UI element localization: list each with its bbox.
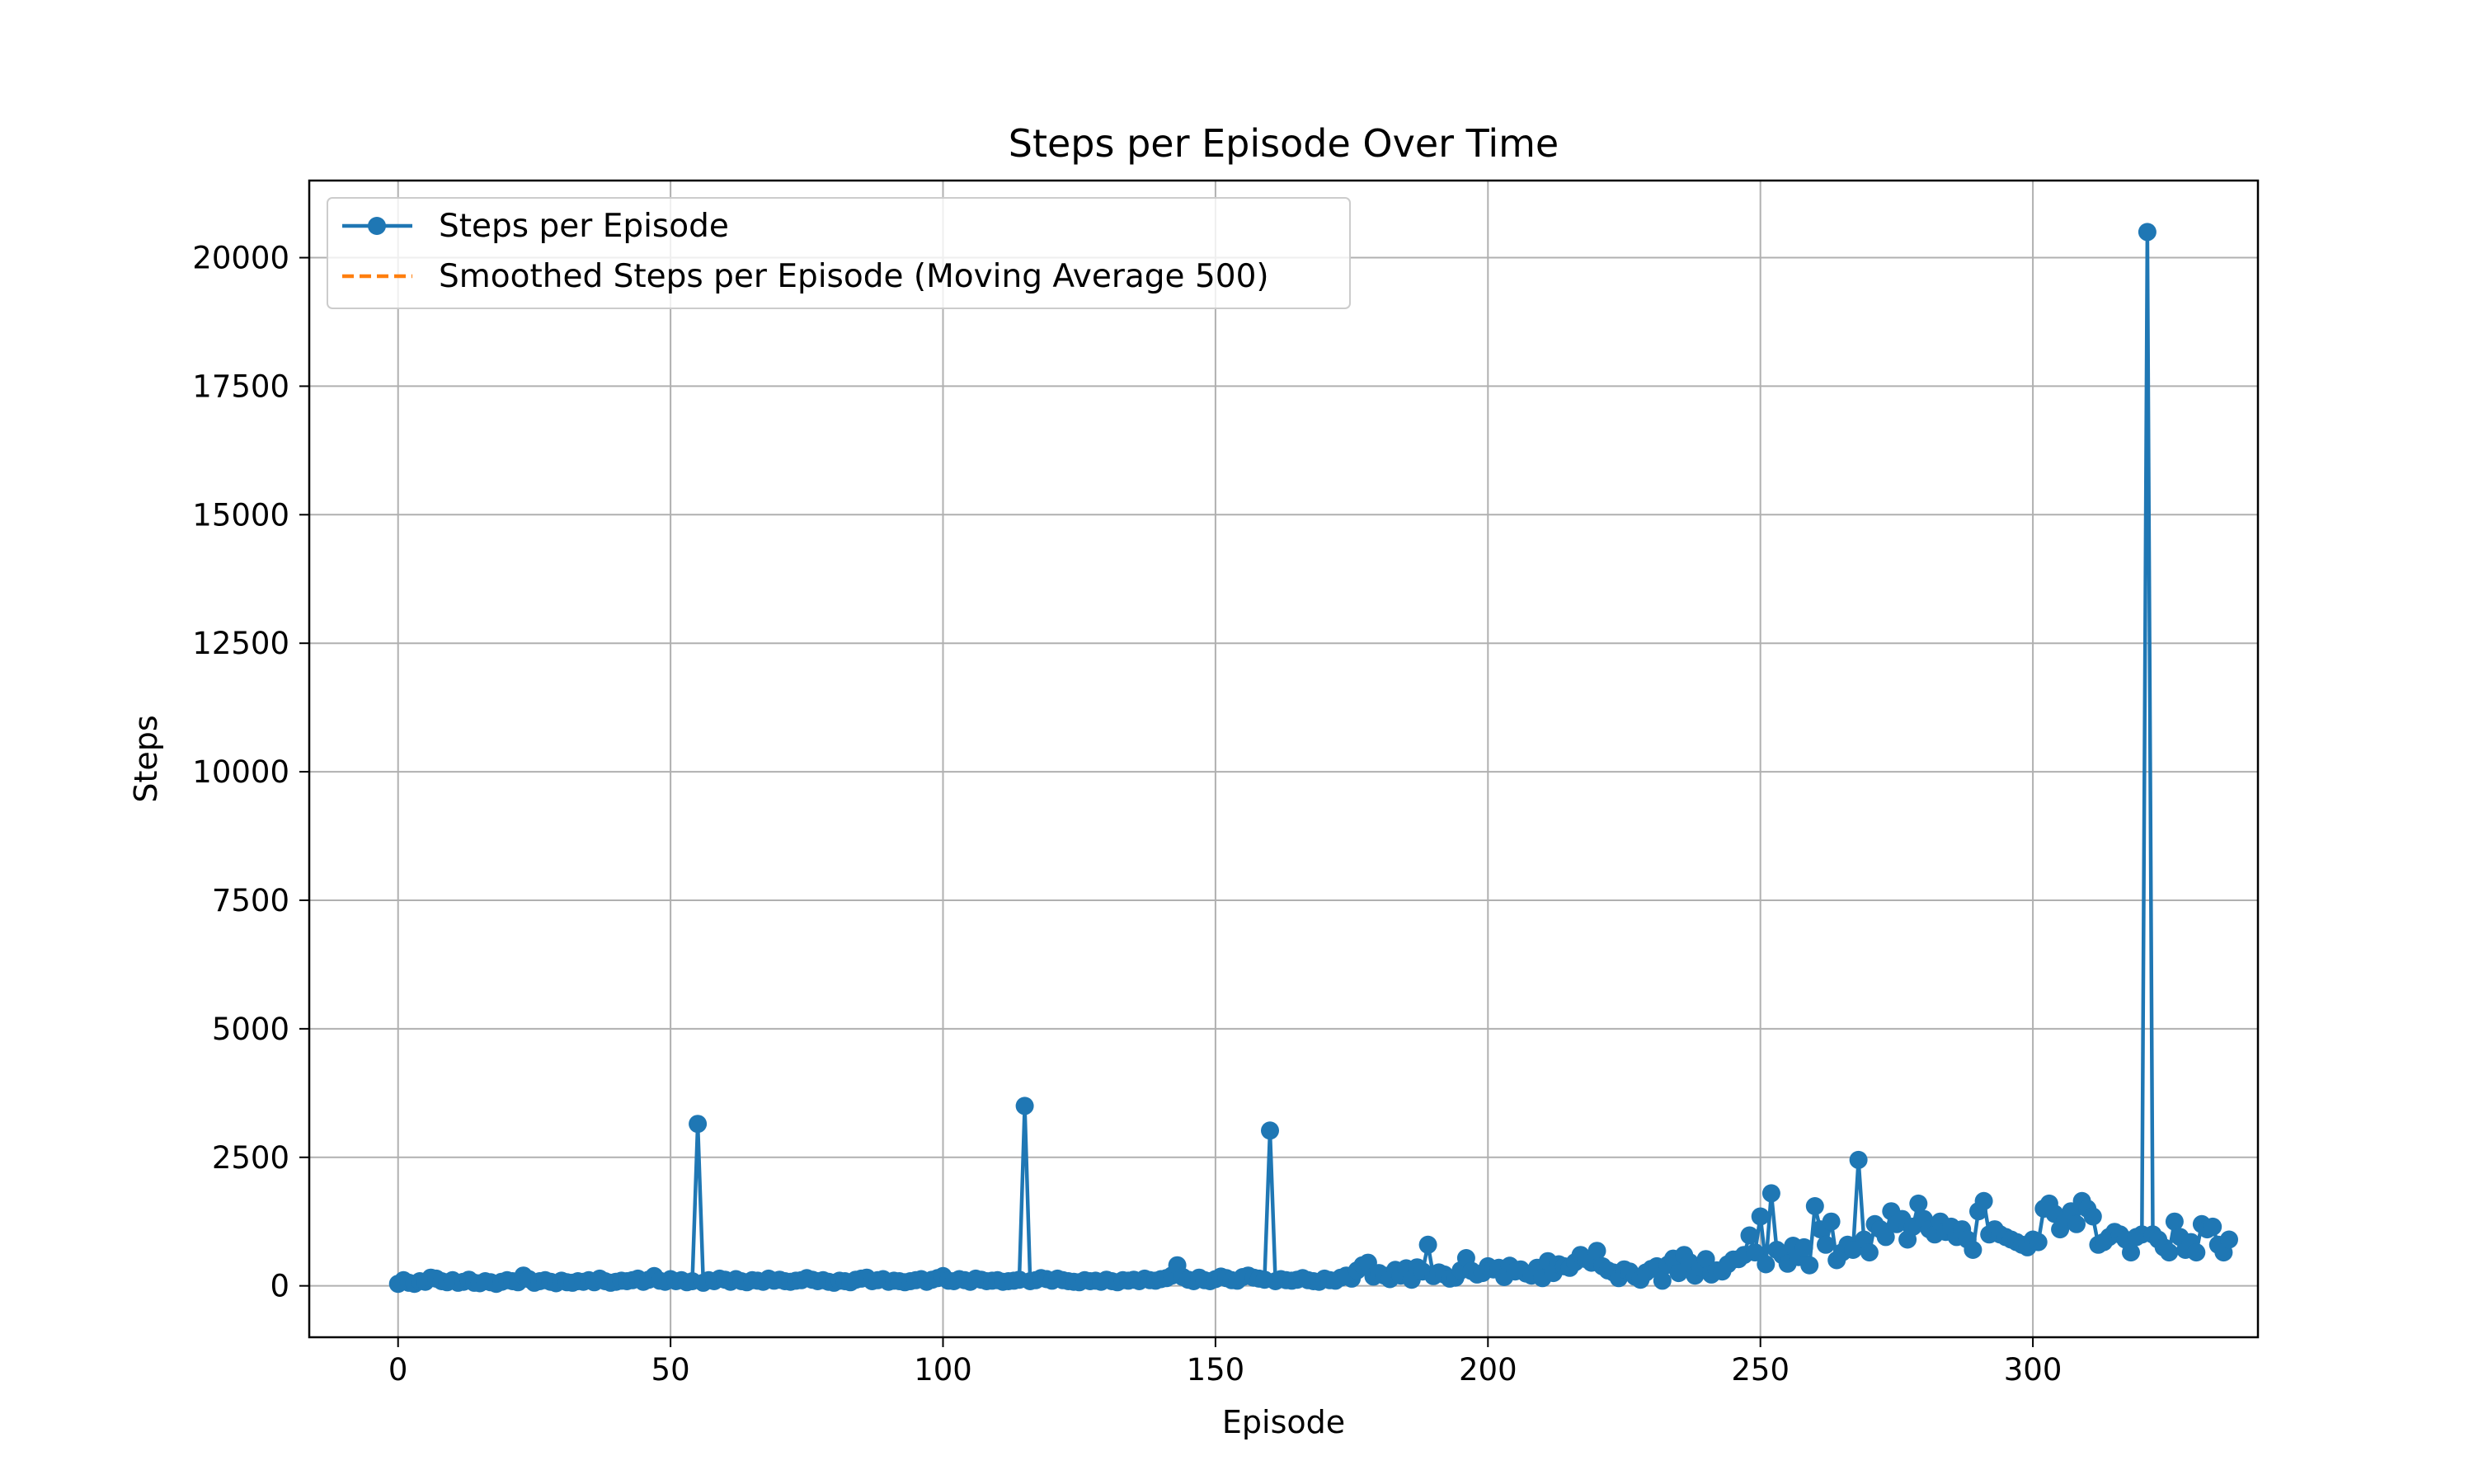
y-tick-label: 5000	[212, 1012, 289, 1047]
data-point	[2165, 1212, 2184, 1231]
data-point	[1909, 1194, 1928, 1213]
data-point	[1418, 1235, 1437, 1254]
data-point	[2067, 1214, 2086, 1233]
data-point	[2083, 1207, 2102, 1226]
data-point	[2138, 223, 2157, 242]
data-point	[1805, 1197, 1824, 1215]
legend-box	[327, 197, 1351, 309]
x-tick-label: 0	[388, 1352, 408, 1388]
data-point	[1860, 1243, 1879, 1262]
legend-marker-steps	[368, 217, 386, 235]
x-tick-label: 200	[1459, 1352, 1517, 1388]
x-axis-label: Episode	[1222, 1404, 1345, 1440]
data-point	[1964, 1241, 1982, 1259]
legend-label-steps: Steps per Episode	[439, 208, 729, 245]
data-point	[2187, 1243, 2206, 1262]
data-point	[1757, 1255, 1776, 1274]
data-point	[1751, 1207, 1770, 1226]
data-point	[2160, 1243, 2179, 1262]
data-point	[1761, 1184, 1780, 1203]
plot-area-frame	[308, 179, 2260, 1339]
x-tick-label: 100	[914, 1352, 972, 1388]
data-point	[1653, 1271, 1672, 1290]
y-tick-label: 15000	[192, 497, 289, 533]
data-point	[1746, 1243, 1765, 1262]
y-tick-label: 0	[270, 1269, 289, 1304]
series-layer	[388, 223, 2238, 1294]
y-tick-label: 12500	[192, 626, 289, 661]
data-point	[689, 1115, 708, 1134]
y-tick-label: 17500	[192, 369, 289, 404]
data-point	[2029, 1233, 2048, 1252]
data-point	[2204, 1217, 2222, 1236]
y-tick-label: 7500	[212, 883, 289, 918]
x-tick-label: 250	[1731, 1352, 1790, 1388]
data-point	[2122, 1243, 2140, 1262]
y-axis-label: Steps	[128, 715, 164, 802]
data-point	[1794, 1237, 1813, 1256]
data-point	[1740, 1226, 1759, 1245]
data-point	[1587, 1242, 1606, 1261]
data-point	[1974, 1191, 1993, 1210]
data-point	[1817, 1235, 1835, 1254]
data-point	[1696, 1250, 1715, 1269]
x-tick-label: 300	[2004, 1352, 2062, 1388]
legend-label-smoothed: Smoothed Steps per Episode (Moving Avera…	[439, 258, 1269, 295]
x-tick-label: 50	[651, 1352, 690, 1388]
y-axis: 0 2500 5000 7500 10000 12500 15000 17500 20000	[192, 241, 309, 1304]
x-axis: 0 50 100 150 200 250 300	[388, 1337, 2062, 1388]
y-tick-label: 2500	[212, 1140, 289, 1176]
data-point	[1800, 1256, 1819, 1275]
data-point	[1849, 1150, 1868, 1169]
y-tick-label: 20000	[192, 241, 289, 276]
legend: Steps per Episode Smoothed Steps per Epi…	[327, 197, 1351, 309]
data-point	[1261, 1121, 1279, 1140]
chart-title: Steps per Episode Over Time	[1009, 121, 1559, 166]
data-point	[1822, 1212, 1841, 1231]
x-tick-label: 150	[1187, 1352, 1245, 1388]
data-point	[1876, 1228, 1895, 1247]
data-point	[1015, 1097, 1034, 1115]
y-tick-label: 10000	[192, 754, 289, 790]
data-point	[2220, 1230, 2238, 1249]
